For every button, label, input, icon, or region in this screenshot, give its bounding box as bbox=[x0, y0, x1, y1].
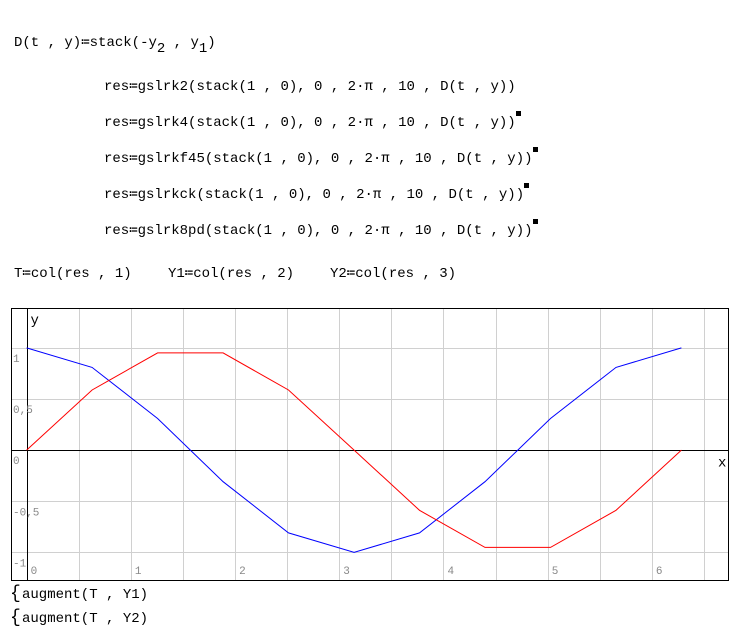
series-line-1 bbox=[26, 347, 682, 553]
plot-region[interactable]: 0 1 2 3 4 5 6 1 0,5 0 -0,5 -1 x y bbox=[11, 308, 729, 581]
plot-border bbox=[11, 308, 729, 581]
y-axis-label: y bbox=[31, 313, 39, 329]
solver-expression: res≔gslrkck(stack(1 , 0), 0 , 2·π , 10 ,… bbox=[104, 187, 525, 203]
column-t-definition[interactable]: T≔col(res , 1) bbox=[14, 266, 132, 282]
plot-expression-2[interactable]: augment(T , Y2) bbox=[22, 611, 149, 627]
solver-line-rkf45[interactable]: res≔gslrkf45(stack(1 , 0), 0 , 2·π , 10 … bbox=[104, 147, 538, 168]
subscript: 1 bbox=[198, 41, 208, 57]
x-tick-label: 0 bbox=[31, 566, 38, 578]
solver-expression: res≔gslrk8pd(stack(1 , 0), 0 , 2·π , 10 … bbox=[104, 223, 533, 239]
x-tick-label: 4 bbox=[447, 566, 454, 578]
disabled-marker-icon bbox=[532, 147, 538, 152]
function-definition[interactable]: D(t , y)≔stack(-y2 , y1) bbox=[14, 34, 216, 57]
x-tick-label: 5 bbox=[552, 566, 559, 578]
definition-rhs-mid: , y bbox=[165, 35, 199, 51]
x-tick-label: 1 bbox=[135, 566, 142, 578]
y-tick-label: 0 bbox=[13, 456, 20, 468]
y-tick-label: -0,5 bbox=[13, 507, 39, 519]
definition-rhs-prefix: stack(-y bbox=[89, 35, 157, 51]
x-axis-label: x bbox=[718, 456, 726, 472]
definition-lhs: D(t , y) bbox=[14, 35, 82, 51]
solver-expression: res≔gslrk2(stack(1 , 0), 0 , 2·π , 10 , … bbox=[104, 79, 516, 95]
y-tick-label: -1 bbox=[13, 558, 27, 570]
plot-expression-1[interactable]: augment(T , Y1) bbox=[22, 587, 149, 603]
solver-line-rkck[interactable]: res≔gslrkck(stack(1 , 0), 0 , 2·π , 10 ,… bbox=[104, 183, 530, 204]
brace-icon: { bbox=[10, 584, 21, 604]
x-tick-label: 6 bbox=[656, 566, 663, 578]
series-line-2 bbox=[26, 352, 682, 548]
column-y1-definition[interactable]: Y1≔col(res , 2) bbox=[168, 266, 295, 282]
solver-expression: res≔gslrk4(stack(1 , 0), 0 , 2·π , 10 , … bbox=[104, 115, 516, 131]
solver-line-rk8pd[interactable]: res≔gslrk8pd(stack(1 , 0), 0 , 2·π , 10 … bbox=[104, 219, 538, 240]
solver-line-rk2[interactable]: res≔gslrk2(stack(1 , 0), 0 , 2·π , 10 , … bbox=[104, 78, 516, 96]
y-tick-label: 0,5 bbox=[13, 405, 33, 417]
disabled-marker-icon bbox=[532, 219, 538, 224]
solver-line-rk4[interactable]: res≔gslrk4(stack(1 , 0), 0 , 2·π , 10 , … bbox=[104, 111, 521, 132]
x-tick-label: 2 bbox=[239, 566, 246, 578]
column-y2-definition[interactable]: Y2≔col(res , 3) bbox=[330, 266, 457, 282]
disabled-marker-icon bbox=[524, 183, 530, 188]
y-tick-label: 1 bbox=[13, 354, 20, 366]
definition-rhs-suffix: ) bbox=[207, 35, 216, 51]
subscript: 2 bbox=[156, 41, 166, 57]
disabled-marker-icon bbox=[515, 111, 521, 116]
solver-expression: res≔gslrkf45(stack(1 , 0), 0 , 2·π , 10 … bbox=[104, 151, 533, 167]
assign-operator: ≔ bbox=[81, 35, 90, 51]
x-tick-label: 3 bbox=[343, 566, 350, 578]
brace-icon: { bbox=[10, 608, 21, 628]
